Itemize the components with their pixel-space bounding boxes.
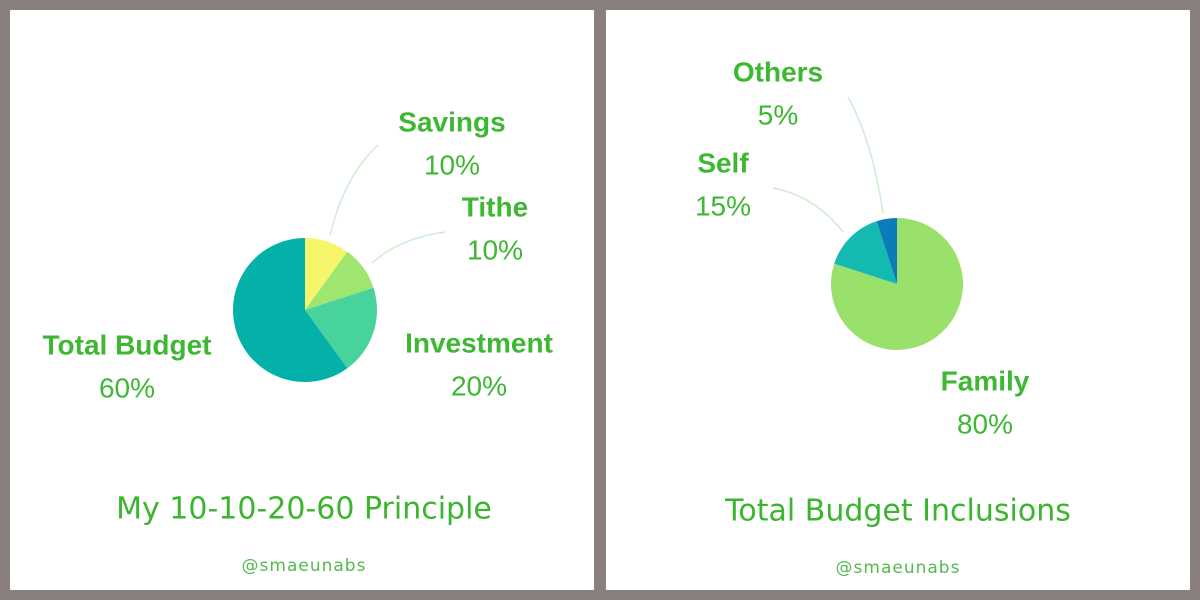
pie-slice: [876, 218, 897, 284]
leader-line: [847, 96, 884, 214]
slice-label: Family: [941, 365, 1030, 396]
pie-slice: [233, 238, 348, 383]
slice-label: Self: [697, 147, 749, 178]
slice-label: Others: [733, 56, 823, 87]
chart-title: My 10-10-20-60 Principle: [116, 492, 492, 527]
slice-value: 10%: [467, 234, 523, 265]
leader-line: [371, 231, 446, 264]
slice-label: Savings: [398, 106, 505, 137]
slice-value: 20%: [451, 370, 507, 401]
slice-label: Tithe: [462, 191, 528, 222]
credit: @smaeunabs: [836, 558, 961, 578]
pie-slice: [834, 221, 897, 284]
credit: @smaeunabs: [242, 556, 367, 576]
leader-line: [772, 187, 844, 233]
leader-line: [329, 144, 379, 236]
pie-slice: [305, 251, 374, 310]
slice-value: 15%: [695, 190, 751, 221]
slice-value: 10%: [424, 149, 480, 180]
pie-slice: [305, 238, 348, 310]
slice-value: 60%: [99, 372, 155, 403]
slice-label: Investment: [405, 327, 553, 358]
pie-slice: [305, 287, 378, 369]
slice-value: 80%: [957, 408, 1013, 439]
slice-value: 5%: [758, 99, 798, 130]
slice-label: Total Budget: [42, 329, 211, 360]
chart-title: Total Budget Inclusions: [724, 494, 1071, 529]
